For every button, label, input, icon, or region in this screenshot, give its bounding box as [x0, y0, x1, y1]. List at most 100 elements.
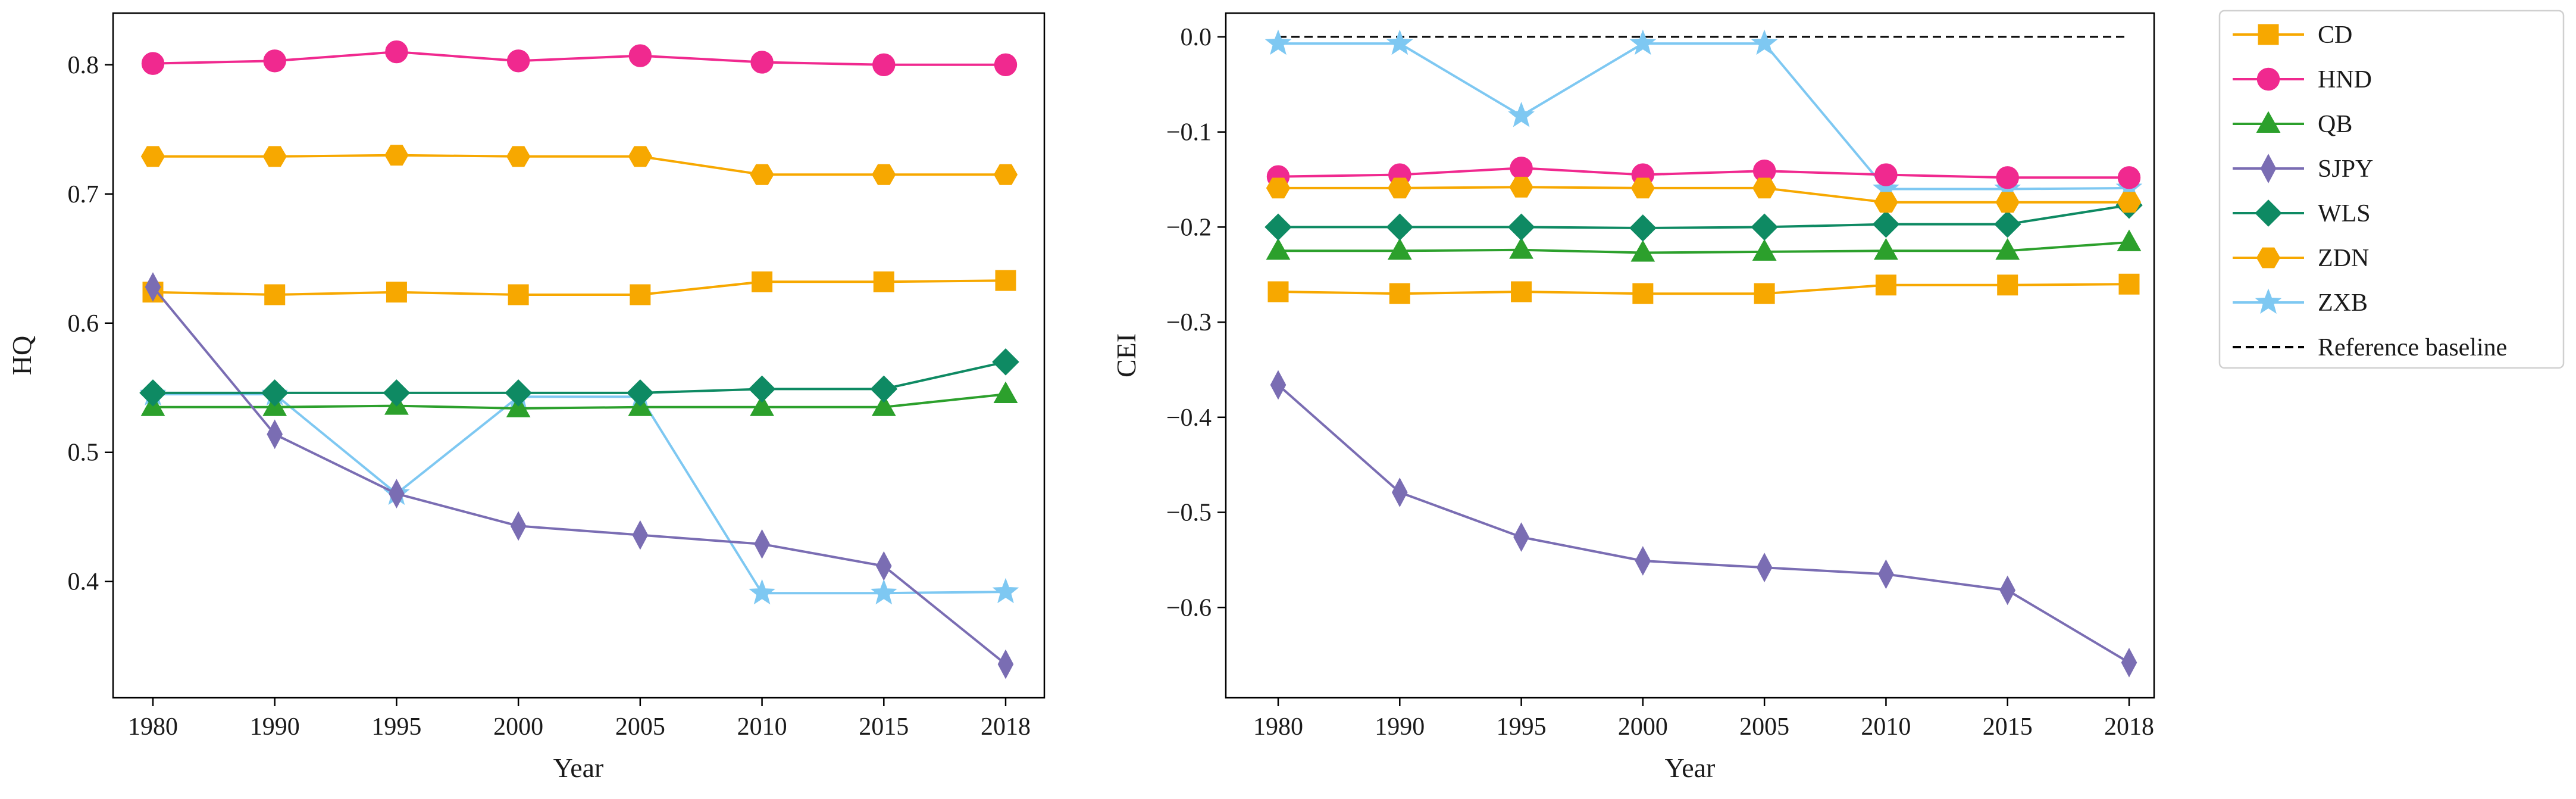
- cei-zxb-point: [1386, 29, 1413, 55]
- cei-zdn-point: [1509, 176, 1533, 198]
- cei-qb-line: [1278, 241, 2130, 254]
- legend: CD HND QB SJPY WLS ZDN ZXB Reference baseline: [2218, 10, 2565, 369]
- cei-x-tick-label: 2000: [1618, 713, 1668, 741]
- hq-series-zdn: [140, 145, 1018, 185]
- hq-x-tick-label: 2010: [737, 713, 787, 741]
- hq-qb-point: [993, 381, 1018, 404]
- cei-y-tick-label: −0.3: [1166, 309, 1212, 336]
- hq-zdn-point: [750, 164, 774, 185]
- cei-x-tick-label: 1995: [1497, 713, 1547, 741]
- cei-zdn-point: [1388, 177, 1412, 199]
- hq-y-tick-label: 0.8: [68, 52, 99, 79]
- hq-x-tick-label: 1980: [128, 713, 178, 741]
- cei-zdn-point: [1752, 177, 1777, 199]
- cei-y-tick-label: −0.1: [1166, 119, 1212, 146]
- legend-items: CD HND QB SJPY WLS ZDN ZXB Reference baseline: [2233, 21, 2507, 361]
- hq-x-tick-label: 2015: [859, 713, 909, 741]
- hq-chart-panel: 0.4 0.5 0.6 0.7 0.8 1980 1990 1995 2000 2005 2010…: [7, 12, 1046, 783]
- cei-series-hnd: [1266, 157, 2141, 189]
- cei-zdn-point: [1874, 192, 1898, 213]
- hq-wls-point: [383, 379, 411, 407]
- cei-hnd-point: [1996, 166, 2019, 189]
- hq-qb-point: [871, 394, 896, 416]
- hq-x-axis-title: Year: [553, 753, 604, 783]
- cei-series-qb: [1266, 229, 2142, 262]
- cei-zxb-point: [1264, 29, 1292, 55]
- cei-series-sjpy: [1270, 370, 2137, 678]
- hq-x-tick-label: 2005: [615, 713, 665, 741]
- cei-zxb-line: [1278, 42, 2130, 191]
- hq-cd-line: [152, 279, 1006, 296]
- legend-item-sjpy: SJPY: [2233, 154, 2373, 183]
- hq-cd-point: [873, 271, 894, 292]
- hq-cd-point: [752, 271, 773, 292]
- hq-series-hnd: [141, 40, 1018, 76]
- legend-label: WLS: [2318, 200, 2371, 227]
- hq-wls-point: [870, 375, 898, 403]
- cei-x-tick-label: 2005: [1739, 713, 1789, 741]
- cei-wls-point: [1507, 213, 1535, 241]
- hq-sjpy-point: [997, 649, 1014, 679]
- cei-zdn-point: [1630, 177, 1655, 199]
- hq-qb-line: [153, 393, 1006, 410]
- legend-item-qb: QB: [2233, 111, 2352, 138]
- cei-y-tick-label: −0.4: [1166, 404, 1212, 432]
- cei-series-cd: [1267, 273, 2140, 304]
- cei-hnd-point: [1510, 157, 1533, 180]
- cei-plot-frame: [1225, 12, 2155, 699]
- legend-marker: [2256, 111, 2281, 133]
- cei-x-tick-label: 2015: [1983, 713, 2033, 741]
- hq-zxb-point: [749, 579, 775, 605]
- cei-y-tick-label: −0.6: [1166, 594, 1212, 622]
- cei-cd-point: [2118, 273, 2140, 295]
- hq-zxb-point: [870, 579, 897, 605]
- cei-cd-point: [1511, 281, 1532, 302]
- cei-qb-point: [1387, 238, 1412, 260]
- legend-label: HND: [2318, 66, 2372, 93]
- hq-zdn-point: [140, 146, 165, 167]
- cei-sjpy-point: [1999, 575, 2016, 606]
- cei-sjpy-point: [1878, 559, 1894, 589]
- hq-wls-point: [748, 375, 776, 403]
- legend-label: ZDN: [2318, 245, 2369, 272]
- hq-sjpy-point: [510, 511, 527, 541]
- hq-wls-point: [627, 379, 654, 407]
- cei-qb-point: [1509, 237, 1533, 259]
- cei-series-wls: [1264, 191, 2143, 242]
- cei-x-tick-label: 2018: [2104, 713, 2154, 741]
- hq-sjpy-line: [152, 286, 1007, 666]
- cei-y-tick-label: −0.5: [1166, 500, 1212, 527]
- cei-zdn-point: [1266, 177, 1291, 199]
- legend-label: Reference baseline: [2318, 334, 2507, 361]
- hq-series-wls: [139, 348, 1019, 407]
- hq-y-tick-label: 0.7: [68, 181, 99, 208]
- hq-sjpy-point: [875, 551, 892, 581]
- hq-wls-point: [261, 379, 289, 407]
- hq-hnd-point: [506, 49, 530, 73]
- legend-label: SJPY: [2318, 155, 2373, 183]
- legend-item-cd: CD: [2233, 21, 2352, 49]
- cei-cd-point: [1875, 274, 1896, 296]
- cei-zxb-point: [1629, 29, 1657, 55]
- hq-zdn-point: [262, 146, 287, 167]
- cei-x-tick-label: 1990: [1375, 713, 1425, 741]
- hq-zdn-line: [153, 154, 1006, 176]
- hq-zxb-line: [153, 393, 1006, 595]
- legend-item-hnd: HND: [2233, 66, 2372, 93]
- hq-sjpy-point: [145, 272, 161, 302]
- cei-y-tick-label: 0.0: [1181, 24, 1212, 51]
- cei-series-zdn: [1266, 176, 2142, 213]
- cei-wls-point: [1993, 210, 2021, 238]
- cei-qb-point: [1874, 238, 1898, 260]
- cei-chart-panel: −0.6 −0.5 −0.4 −0.3 −0.2 −0.1 0.0 1980 1990 1995…: [1111, 12, 2155, 783]
- hq-qb-point: [750, 394, 774, 416]
- hq-wls-point: [505, 379, 532, 407]
- cei-qb-point: [1266, 238, 1291, 260]
- hq-cd-point: [995, 270, 1016, 291]
- hq-x-tick-label: 2000: [493, 713, 543, 741]
- cei-y-axis-title: CEI: [1111, 333, 1141, 377]
- hq-zdn-point: [384, 145, 409, 166]
- cei-x-axis-ticks: 1980 1990 1995 2000 2005 2010 2015 2018: [1253, 698, 2154, 741]
- cei-qb-point: [1752, 239, 1777, 261]
